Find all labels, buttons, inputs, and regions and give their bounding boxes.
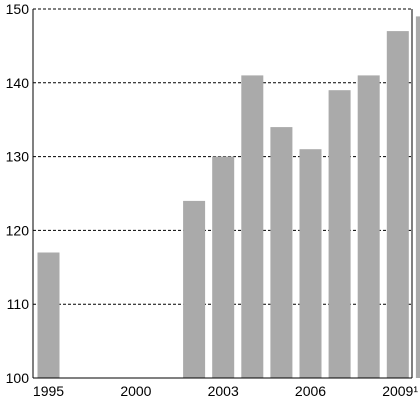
bar-2005 — [328, 90, 351, 378]
x-tick-label: 2006 — [295, 383, 326, 399]
bar-2007 — [386, 31, 409, 378]
y-tick-label: 100 — [6, 370, 30, 386]
bar-1995 — [37, 252, 60, 378]
bar-2001 — [212, 156, 235, 378]
bar-2003 — [270, 127, 293, 378]
y-tick-label: 110 — [7, 296, 30, 312]
x-tick-labels: 1995 2000 2003 2006 2009¹ — [33, 383, 418, 399]
y-tick-label: 130 — [6, 149, 30, 165]
x-tick-label: 2000 — [120, 383, 151, 399]
bars — [37, 16, 420, 379]
x-tick-label: 2009¹ — [382, 383, 418, 399]
x-tick-label: 2003 — [208, 383, 239, 399]
x-tick-label: 1995 — [33, 383, 64, 399]
bar-2004 — [299, 149, 322, 378]
y-tick-label: 140 — [6, 75, 30, 91]
axes — [32, 9, 413, 379]
bar-2006 — [357, 75, 380, 379]
bar-2002 — [241, 75, 264, 379]
y-tick-label: 150 — [6, 1, 30, 17]
y-tick-label: 120 — [6, 222, 30, 238]
bar-2000 — [183, 200, 206, 378]
bar-2008 — [415, 16, 420, 379]
y-tick-labels: 100 110 120 130 140 150 — [6, 1, 30, 386]
